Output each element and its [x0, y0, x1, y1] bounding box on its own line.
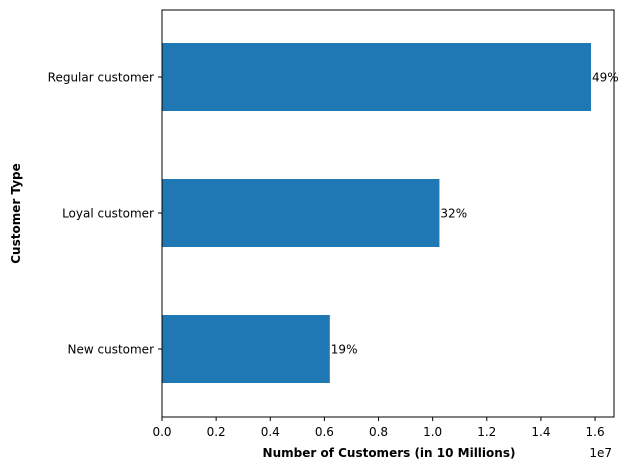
y-tick-label-regular-customer: Regular customer: [48, 71, 154, 85]
x-axis-title: Number of Customers (in 10 Millions): [263, 446, 516, 460]
x-tick-label-1: 0.2: [207, 425, 226, 439]
x-axis: 0.0 0.2 0.4 0.6 0.8 1.0 1.2 1.4 1.6: [152, 417, 605, 439]
data-labels-layer: 19% 32% 49%: [331, 71, 619, 357]
y-tick-label-new-customer: New customer: [68, 343, 155, 357]
x-tick-label-2: 0.4: [261, 425, 280, 439]
x-tick-label-8: 1.6: [586, 425, 605, 439]
x-axis-offset-label: 1e7: [589, 446, 612, 460]
x-tick-label-5: 1.0: [423, 425, 442, 439]
bar-new-customer: [162, 315, 330, 383]
x-tick-label-0: 0.0: [152, 425, 171, 439]
y-axis: New customer Loyal customer Regular custom…: [48, 71, 162, 357]
x-tick-label-7: 1.4: [531, 425, 550, 439]
y-tick-label-loyal-customer: Loyal customer: [62, 207, 154, 221]
bar-regular-customer: [162, 43, 591, 111]
data-label-new-customer: 19%: [331, 343, 358, 357]
x-tick-label-3: 0.6: [315, 425, 334, 439]
data-label-regular-customer: 49%: [592, 71, 619, 85]
bars-layer: [162, 43, 591, 383]
x-tick-label-6: 1.2: [477, 425, 496, 439]
bar-loyal-customer: [162, 179, 440, 247]
y-axis-title: Customer Type: [9, 163, 23, 264]
data-label-loyal-customer: 32%: [440, 207, 467, 221]
x-tick-label-4: 0.8: [369, 425, 388, 439]
